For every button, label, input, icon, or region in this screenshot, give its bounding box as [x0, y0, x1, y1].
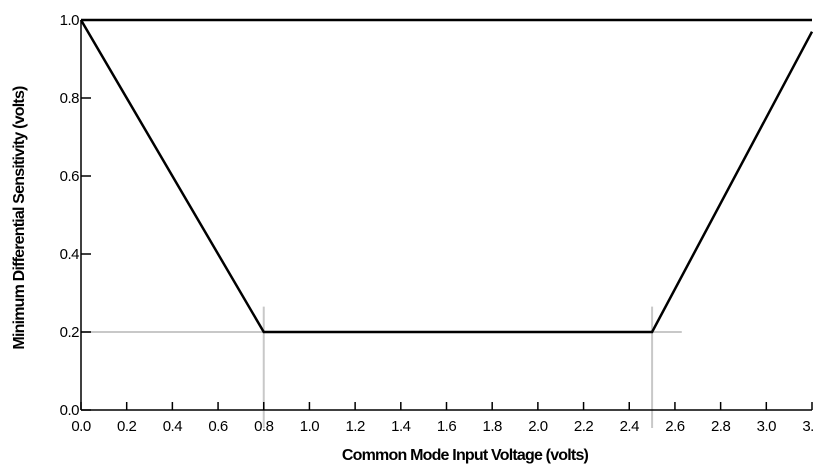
- x-tick-label-7: 1.4: [391, 418, 411, 435]
- x-tick-label-2: 0.4: [163, 418, 183, 435]
- series-layer: [79, 19, 814, 334]
- x-tick-labels: 0.0 0.2 0.4 0.6 0.8 1.0 1.2 1.4 1.6 1.8 2.0 2.2 2.4 2…: [71, 418, 814, 435]
- y-axis-title: Minimum Differential Sensitivity (volts): [11, 86, 28, 350]
- y-tick-labels: 0.0 0.2 0.4 0.6 0.8 1.0: [60, 12, 80, 419]
- x-tick-label-14: 2.8: [711, 418, 731, 435]
- x-tick-label-12: 2.4: [620, 418, 640, 435]
- y-tick-label-3: 0.6: [60, 168, 80, 185]
- axes: [80, 18, 813, 411]
- x-tick-label-3: 0.6: [208, 418, 228, 435]
- y-tick-label-2: 0.4: [60, 246, 80, 263]
- x-tick-label-15: 3.0: [757, 418, 777, 435]
- x-tick-label-4: 0.8: [254, 418, 274, 435]
- x-tick-label-8: 1.6: [437, 418, 457, 435]
- series-line-0: [79, 19, 814, 334]
- x-tick-label-0: 0.0: [71, 418, 91, 435]
- x-axis-title: Common Mode Input Voltage (volts): [342, 447, 589, 464]
- y-tick-label-1: 0.2: [60, 324, 80, 341]
- x-tick-label-5: 1.0: [300, 418, 320, 435]
- x-tick-label-1: 0.2: [117, 418, 137, 435]
- y-tick-label-4: 0.8: [60, 90, 80, 107]
- x-tick-label-11: 2.2: [574, 418, 594, 435]
- x-tick-label-10: 2.0: [528, 418, 548, 435]
- x-tick-label-9: 1.8: [483, 418, 503, 435]
- x-tick-label-13: 2.6: [665, 418, 685, 435]
- y-tick-label-5: 1.0: [60, 12, 80, 29]
- x-tick-label-16: 3.2: [802, 418, 814, 435]
- x-tick-label-6: 1.2: [345, 418, 365, 435]
- y-tick-label-0: 0.0: [60, 402, 80, 419]
